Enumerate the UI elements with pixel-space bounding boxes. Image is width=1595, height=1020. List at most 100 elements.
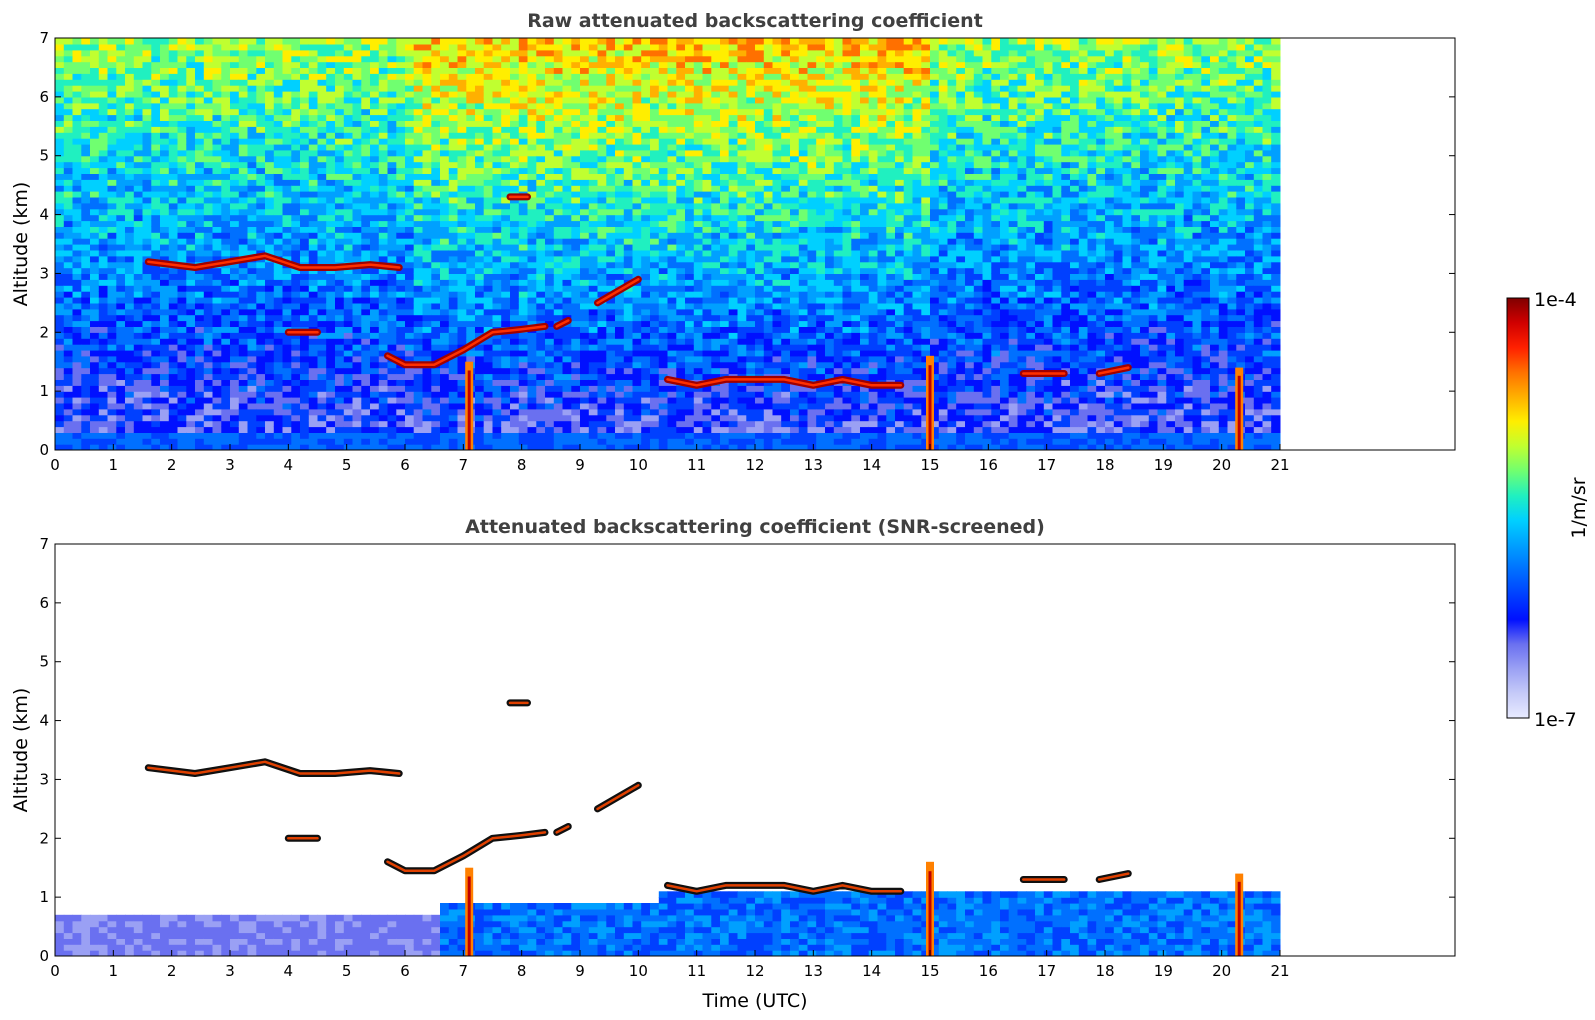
heatmap-cell (606, 391, 616, 398)
heatmap-cell (396, 43, 406, 51)
heatmap-cell (273, 402, 284, 410)
heatmap-cell (545, 179, 555, 186)
heatmap-cell (203, 314, 214, 322)
heatmap-cell (632, 220, 642, 227)
heatmap-cell (518, 426, 529, 433)
heatmap-cell (273, 167, 284, 174)
heatmap-cell (448, 220, 459, 227)
heatmap-cell (273, 73, 284, 80)
heatmap-cell (632, 291, 642, 298)
heatmap-cell (238, 143, 249, 151)
heatmap-cell (308, 191, 319, 198)
heatmap-cell (221, 108, 231, 116)
heatmap-cell (133, 444, 144, 450)
heatmap-cell (343, 414, 354, 422)
heatmap-cell (510, 444, 520, 450)
heatmap-cell (370, 314, 380, 322)
heatmap-cell (361, 320, 371, 327)
heatmap-cell (580, 432, 590, 439)
heatmap-cell (256, 161, 266, 169)
heatmap-cell (282, 279, 292, 286)
heatmap-cell (90, 85, 100, 92)
heatmap-cell (597, 444, 607, 450)
heatmap-cell (422, 373, 432, 380)
heatmap-cell (510, 91, 520, 98)
heatmap-cell (343, 367, 354, 375)
heatmap-cell (440, 438, 450, 445)
heatmap-cell (221, 273, 231, 280)
heatmap-cell (615, 438, 625, 445)
heatmap-cell (81, 432, 91, 439)
heatmap-cell (492, 173, 502, 180)
heatmap-cell (387, 373, 397, 380)
heatmap-cell (562, 373, 572, 380)
heatmap-cell (335, 438, 345, 445)
heatmap-cell (667, 279, 677, 286)
heatmap-cell (116, 326, 126, 333)
heatmap-cell (448, 79, 459, 86)
heatmap-cell (116, 355, 126, 363)
heatmap-cell (405, 320, 415, 327)
heatmap-cell (396, 91, 406, 98)
heatmap-cell (72, 438, 82, 445)
heatmap-cell (55, 332, 65, 339)
heatmap-cell (125, 397, 135, 404)
heatmap-cell (72, 196, 82, 204)
heatmap-cell (291, 397, 301, 404)
heatmap-cell (186, 432, 196, 439)
heatmap-cell (527, 61, 537, 68)
heatmap-cell (352, 355, 362, 363)
heatmap-cell (413, 379, 423, 386)
heatmap-cell (422, 143, 432, 151)
heatmap-cell (168, 326, 179, 333)
heatmap-cell (615, 79, 625, 86)
heatmap-cell (440, 244, 450, 251)
heatmap-cell (448, 267, 459, 274)
heatmap-cell (265, 367, 275, 375)
heatmap-cell (168, 167, 179, 174)
heatmap-cell (90, 385, 100, 392)
heatmap-cell (221, 314, 231, 322)
heatmap-cell (448, 255, 459, 263)
heatmap-cell (352, 208, 362, 216)
heatmap-cell (405, 338, 415, 345)
heatmap-cell (448, 261, 459, 269)
heatmap-cell (405, 273, 415, 280)
heatmap-cell (440, 67, 450, 74)
heatmap-cell (352, 432, 362, 439)
heatmap-cell (518, 438, 529, 445)
heatmap-cell (387, 432, 397, 439)
heatmap-cell (308, 285, 319, 292)
heatmap-cell (413, 338, 423, 345)
heatmap-cell (186, 238, 196, 245)
heatmap-cell (177, 297, 187, 304)
heatmap-cell (650, 155, 660, 163)
heatmap-cell (483, 61, 493, 68)
heatmap-cell (597, 373, 607, 380)
heatmap-cell (168, 408, 179, 416)
heatmap-cell (55, 61, 65, 68)
heatmap-cell (440, 385, 450, 392)
heatmap-cell (405, 85, 415, 92)
heatmap-cell (632, 149, 642, 157)
heatmap-cell (186, 397, 196, 404)
heatmap-cell (63, 149, 74, 157)
heatmap-cell (536, 49, 546, 57)
heatmap-cell (580, 391, 590, 398)
heatmap-cell (615, 414, 625, 422)
heatmap-cell (370, 61, 380, 68)
heatmap-cell (553, 202, 564, 210)
heatmap-cell (440, 414, 450, 422)
heatmap-cell (413, 91, 423, 98)
heatmap-cell (562, 397, 572, 404)
heatmap-cell (90, 285, 100, 292)
heatmap-cell (588, 91, 599, 98)
heatmap-cell (483, 249, 493, 257)
heatmap-cell (125, 238, 135, 245)
heatmap-cell (203, 297, 214, 304)
heatmap-cell (536, 308, 546, 316)
heatmap-cell (597, 143, 607, 151)
heatmap-cell (63, 179, 74, 186)
heatmap-cell (650, 161, 660, 169)
heatmap-cell (352, 55, 362, 63)
